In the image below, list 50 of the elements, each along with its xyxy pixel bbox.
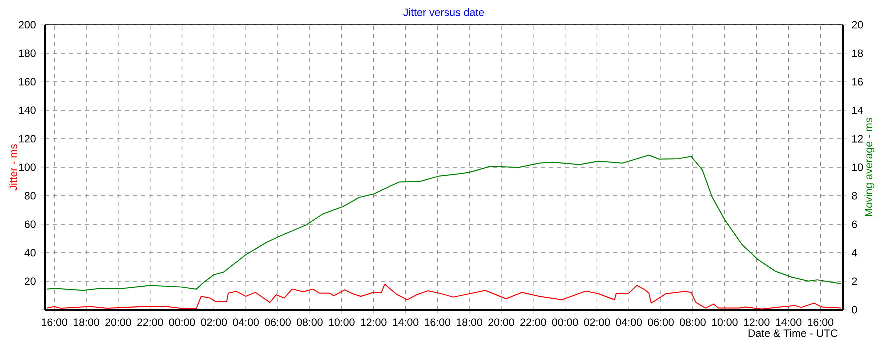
- x-tick-label: 00:00: [552, 318, 578, 326]
- y-tick-label: 180: [19, 50, 36, 58]
- y2-tick-label: 18: [852, 50, 864, 58]
- x-tick-label: 14:00: [776, 318, 802, 326]
- x-tick-label: 10:00: [712, 318, 738, 326]
- y-tick-label: 60: [24, 220, 36, 228]
- x-tick-label: 16:00: [42, 318, 68, 326]
- y-tick-label: 200: [19, 21, 36, 29]
- y-tick-label: 80: [24, 192, 36, 200]
- y2-tick-label: 16: [852, 78, 864, 86]
- x-tick-label: 00:00: [169, 318, 196, 326]
- y-tick-label: 140: [19, 106, 36, 114]
- x-tick-label: 20:00: [106, 318, 132, 326]
- x-tick-label: 02:00: [584, 318, 610, 326]
- x-axis-title: Date & Time - UTC: [748, 329, 838, 338]
- y2-tick-label: 20: [852, 21, 864, 29]
- x-tick-label: 08:00: [680, 318, 706, 326]
- x-tick-label: 12:00: [361, 318, 387, 326]
- y2-tick-label: 6: [852, 220, 858, 228]
- x-tick-label: 14:00: [393, 318, 419, 326]
- y-tick-label: 100: [19, 164, 36, 172]
- x-tick-label: 22:00: [520, 318, 546, 326]
- y-tick-label: 20: [24, 278, 36, 286]
- y2-tick-label: 14: [852, 106, 864, 114]
- x-tick-label: 06:00: [265, 318, 291, 326]
- x-tick-label: 18:00: [74, 318, 100, 326]
- x-tick-label: 12:00: [744, 318, 770, 326]
- x-tick-label: 22:00: [138, 318, 164, 326]
- y-tick-label: 160: [19, 78, 36, 86]
- chart-title: Jitter versus date: [404, 8, 484, 16]
- x-tick-label: 18:00: [457, 318, 482, 326]
- x-tick-label: 16:00: [425, 318, 451, 326]
- y2-tick-label: 8: [852, 192, 858, 200]
- x-tick-label: 20:00: [488, 318, 514, 326]
- y-tick-label: 40: [24, 249, 36, 257]
- y2-tick-label: 10: [852, 164, 864, 172]
- x-tick-label: 04:00: [616, 318, 642, 326]
- x-tick-label: 16:00: [808, 318, 834, 326]
- x-tick-label: 02:00: [201, 318, 228, 326]
- x-tick-label: 08:00: [297, 318, 323, 326]
- x-tick-label: 04:00: [233, 318, 260, 326]
- y2-tick-label: 12: [852, 135, 864, 143]
- y-tick-label: 120: [19, 135, 36, 143]
- y2-tick-label: 2: [852, 278, 858, 286]
- y2-axis-title: Moving average - ms: [864, 118, 875, 216]
- y2-tick-label: 0: [852, 306, 858, 314]
- y-axis-title: Jitter - ms: [10, 144, 18, 191]
- x-tick-label: 06:00: [648, 318, 674, 326]
- x-tick-label: 10:00: [329, 318, 355, 326]
- y2-tick-label: 4: [852, 249, 858, 257]
